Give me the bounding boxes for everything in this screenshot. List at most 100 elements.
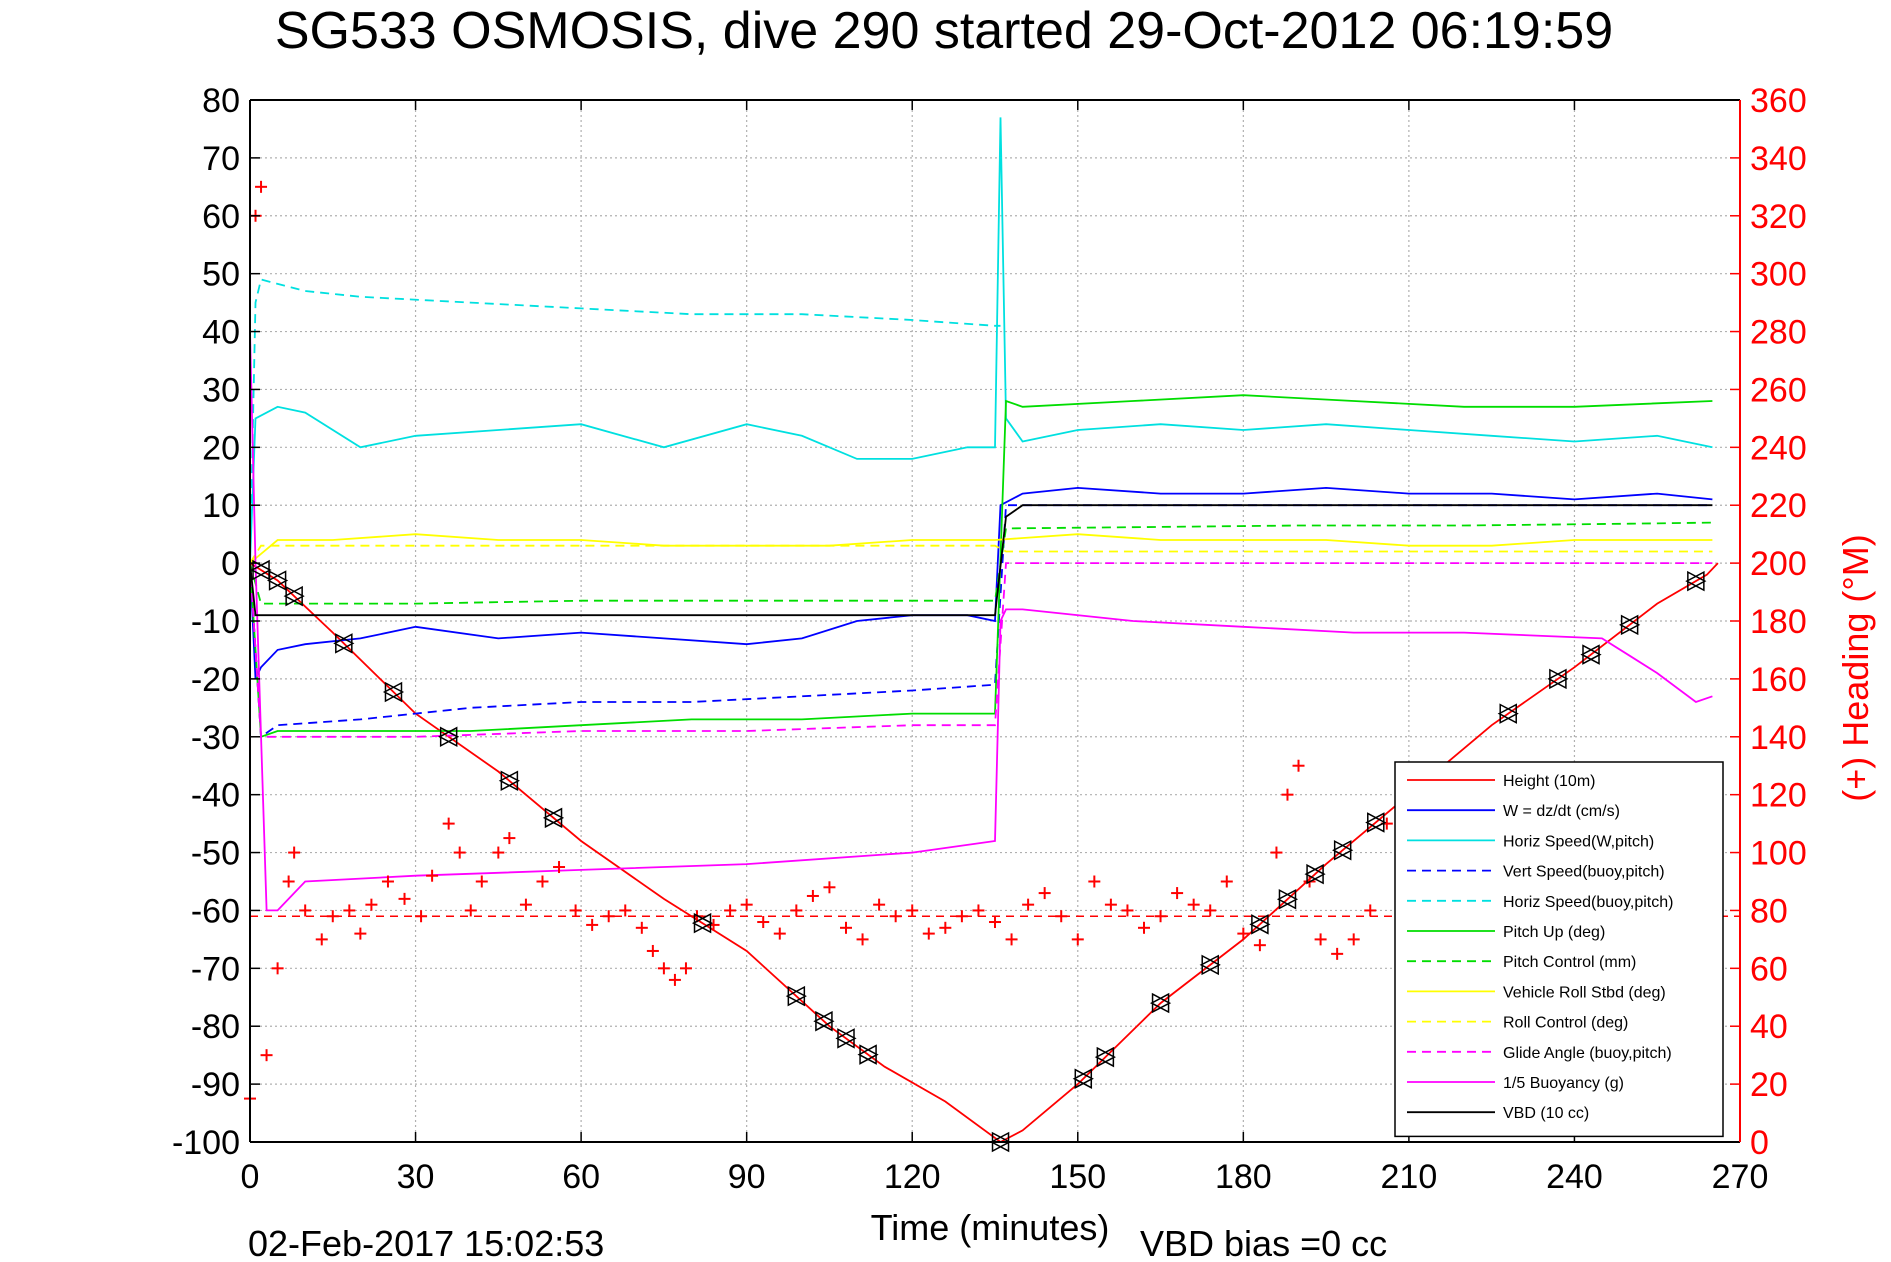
y2-tick-label: 200	[1750, 545, 1807, 583]
series-1-5-buoyancy-g	[249, 331, 1713, 912]
depth-marker-left	[542, 807, 563, 829]
heading-point	[299, 904, 312, 917]
heading-point	[1347, 933, 1360, 946]
y2-tick-label: 140	[1750, 719, 1807, 757]
legend-box	[1394, 761, 1724, 1138]
legend-entry: Height (10m)	[1503, 773, 1595, 790]
heading-point	[906, 904, 919, 917]
x-axis-label: Time (minutes)	[871, 1207, 1110, 1248]
heading-point	[315, 933, 328, 946]
y2-tick-label: 160	[1750, 661, 1807, 699]
series-pitch-up-deg	[249, 394, 1713, 739]
depth-marker-left	[1304, 863, 1324, 885]
x-tick-label: 30	[397, 1158, 435, 1196]
heading-point	[619, 904, 632, 917]
depth-marker-left	[283, 585, 303, 607]
x-tick-label: 180	[1215, 1158, 1272, 1196]
depth-marker-left	[266, 570, 287, 591]
depth-marker-left	[1332, 839, 1352, 861]
legend-entry: W = dz/dt (cm/s)	[1503, 803, 1620, 820]
x-tick-label: 240	[1546, 1158, 1603, 1196]
depth-marker-left	[1580, 644, 1600, 665]
depth-marker-left	[1276, 889, 1297, 910]
depth-marker	[1149, 992, 1172, 1014]
heading-point	[873, 898, 886, 911]
x-tick-label: 150	[1049, 1158, 1106, 1196]
y2-tick-label: 100	[1750, 835, 1807, 873]
y-tick-label: -80	[191, 1008, 240, 1046]
depth-marker	[333, 633, 355, 654]
heading-point	[1364, 904, 1377, 917]
y2-tick-label: 260	[1750, 371, 1807, 409]
y2-tick-label: 340	[1750, 140, 1807, 178]
y2-tick-label: 40	[1750, 1008, 1788, 1046]
y-tick-label: 20	[202, 429, 240, 467]
heading-point	[679, 962, 692, 975]
heading-point	[1187, 898, 1200, 911]
depth-marker	[1365, 812, 1387, 833]
y-tick-label: -20	[191, 661, 240, 699]
heading-point	[790, 904, 803, 917]
heading-point	[475, 875, 488, 888]
heading-point	[354, 927, 367, 940]
heading-point	[1071, 933, 1084, 946]
depth-marker-left	[1199, 954, 1219, 976]
heading-point	[1292, 759, 1305, 772]
depth-marker-left	[1149, 992, 1170, 1014]
y-tick-label: 60	[202, 198, 240, 236]
heading-point	[1104, 898, 1117, 911]
depth-marker-left	[813, 1010, 833, 1032]
heading-point	[381, 875, 394, 888]
depth-marker	[542, 807, 565, 829]
series-pitch-control-mm	[249, 521, 1713, 605]
depth-marker-left	[1547, 668, 1567, 690]
heading-point	[668, 973, 681, 986]
legend-entry: Glide Angle (buoy,pitch)	[1503, 1045, 1672, 1062]
depth-marker-left	[438, 726, 458, 748]
series-horiz-speed-buoy-pitch	[249, 278, 1001, 564]
legend-entry: 1/5 Buoyancy (g)	[1503, 1075, 1624, 1092]
x-tick-label: 0	[241, 1158, 260, 1196]
heading-point	[1253, 939, 1266, 952]
depth-marker	[1497, 703, 1519, 724]
heading-point	[840, 921, 852, 934]
y2-tick-label: 280	[1750, 314, 1807, 352]
y-tick-label: -100	[172, 1124, 240, 1162]
heading-point	[1237, 927, 1250, 940]
heading-point	[1138, 921, 1150, 934]
heading-point	[989, 916, 1001, 929]
heading-point	[1270, 846, 1283, 859]
depth-marker	[438, 726, 460, 748]
x-tick-label: 210	[1381, 1158, 1438, 1196]
y2-tick-label: 320	[1750, 198, 1807, 236]
heading-point	[586, 918, 599, 931]
y-tick-label: 0	[221, 545, 240, 583]
heading-point	[343, 904, 356, 917]
depth-marker-left	[1619, 614, 1639, 636]
heading-point	[288, 846, 301, 859]
depth-marker	[857, 1044, 879, 1065]
depth-marker	[1685, 570, 1707, 592]
heading-point	[724, 904, 737, 917]
heading-point	[955, 910, 968, 923]
heading-point	[1154, 910, 1167, 923]
depth-marker-left	[382, 681, 403, 703]
depth-marker	[691, 912, 714, 934]
depth-marker-left	[1072, 1068, 1093, 1089]
heading-point	[503, 832, 516, 845]
series-layer	[244, 117, 1740, 1153]
vbd-bias-note: VBD bias =0 cc	[1140, 1223, 1387, 1262]
axes: 0 30 60 90 120 150 180 210 240 270 80 70 60 50 40 30 20 1…	[172, 82, 1807, 1196]
heading-point	[569, 904, 582, 917]
y2-tick-label: 360	[1750, 82, 1807, 120]
depth-marker	[266, 570, 289, 591]
y2-tick-label: 0	[1750, 1124, 1769, 1162]
y2-tick-label: 20	[1750, 1066, 1788, 1104]
heading-point	[1055, 910, 1068, 923]
heading-point	[757, 916, 770, 929]
depth-marker-left	[1094, 1046, 1115, 1068]
x-tick-label: 120	[884, 1158, 941, 1196]
legend-entry: Pitch Up (deg)	[1503, 924, 1605, 941]
depth-marker-left	[1497, 703, 1517, 724]
y-tick-label: -60	[191, 892, 240, 930]
